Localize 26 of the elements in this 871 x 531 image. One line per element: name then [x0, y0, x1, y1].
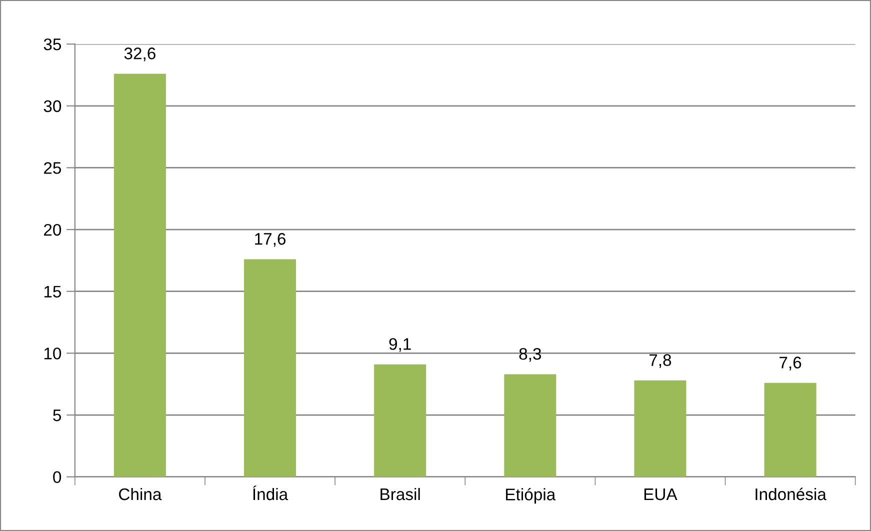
x-tick-label: Indonésia	[756, 488, 826, 500]
y-tick-label: 25	[44, 162, 62, 174]
data-label: 8,3	[519, 348, 541, 362]
y-tick-label: 5	[53, 410, 62, 422]
bar	[114, 74, 166, 477]
data-label: 32,6	[124, 48, 156, 62]
bar	[634, 380, 686, 477]
bar	[374, 364, 426, 477]
bar	[244, 259, 296, 477]
y-tick-label: 15	[44, 286, 62, 298]
y-tick-label: 20	[44, 224, 62, 236]
y-tick-label: 35	[44, 38, 62, 50]
data-label: 7,8	[649, 354, 672, 368]
x-tick-label: China	[119, 488, 162, 500]
data-label: 9,1	[389, 338, 411, 352]
y-tick-label: 0	[53, 471, 62, 484]
bar	[764, 382, 816, 477]
x-tick-label: Etiópia	[506, 488, 556, 504]
x-tick-label: EUA	[644, 488, 678, 500]
x-tick-label: Índia	[253, 486, 288, 500]
x-tick-label: Brasil	[380, 488, 420, 500]
y-tick-label: 30	[44, 100, 62, 112]
y-tick-label: 10	[44, 348, 62, 360]
data-label: 17,6	[255, 233, 286, 247]
data-label: 7,6	[780, 356, 802, 370]
bar	[504, 374, 556, 477]
